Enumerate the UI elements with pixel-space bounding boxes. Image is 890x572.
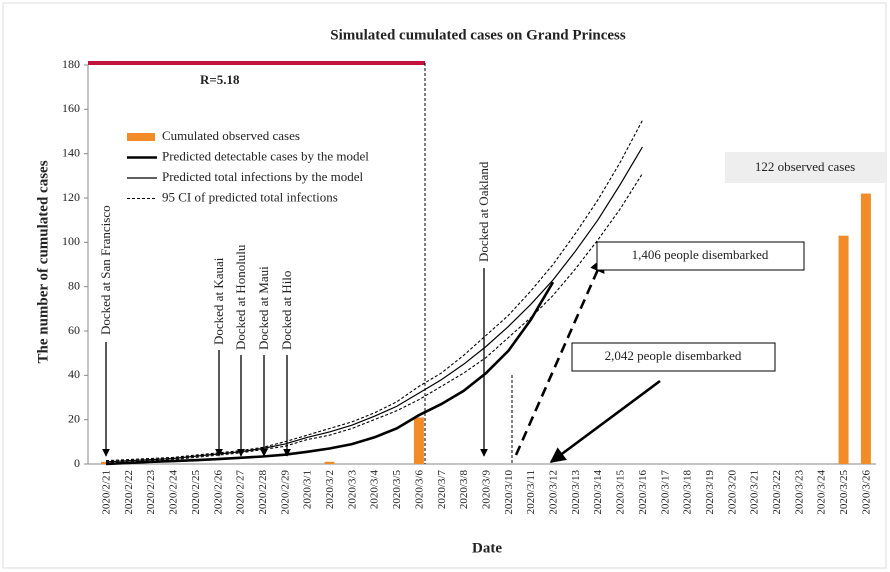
- x-tick-label: 2020/2/25: [190, 470, 202, 515]
- bar: [413, 417, 424, 464]
- x-tick-label: 2020/3/7: [436, 470, 448, 510]
- annotation: R=5.18: [200, 72, 240, 87]
- x-tick-label: 2020/3/19: [704, 470, 716, 515]
- x-tick-label: 2020/3/15: [615, 470, 627, 515]
- y-tick-label: 20: [68, 411, 80, 425]
- x-tick-label: 2020/3/2: [324, 470, 336, 509]
- annotation: Docked at Hilo: [279, 271, 294, 350]
- arrow: [549, 379, 661, 464]
- y-tick-label: 140: [62, 145, 80, 159]
- x-tick-label: 2020/2/28: [257, 470, 269, 515]
- x-tick-label: 2020/3/8: [458, 470, 470, 510]
- annotation: Docked at Maui: [256, 266, 271, 350]
- annotation: Docked at Oakland: [476, 161, 491, 262]
- line: [105, 146, 643, 463]
- legend-label: Predicted detectable cases by the model: [162, 148, 369, 163]
- x-tick-label: 2020/3/24: [816, 470, 828, 515]
- annotation: 2,042 people disembarked: [605, 348, 742, 363]
- legend-label: Cumulated observed cases: [162, 128, 300, 143]
- x-tick-label: 2020/3/21: [749, 470, 761, 515]
- x-tick-label: 2020/3/13: [570, 470, 582, 515]
- x-tick-label: 2020/3/17: [659, 470, 671, 515]
- y-axis-title: The number of cumulated cases: [35, 160, 51, 363]
- x-tick-label: 2020/3/5: [391, 470, 403, 510]
- y-tick-label: 120: [62, 190, 80, 204]
- x-tick-label: 2020/3/9: [480, 470, 492, 510]
- y-tick-label: 60: [68, 323, 80, 337]
- x-tick-label: 2020/3/4: [369, 470, 381, 510]
- x-tick-label: 2020/3/20: [726, 470, 738, 515]
- x-tick-label: 2020/3/23: [793, 470, 805, 515]
- x-tick-label: 2020/3/3: [346, 470, 358, 510]
- x-tick-label: 2020/3/25: [838, 470, 850, 515]
- annotation: Docked at San Francisco: [98, 205, 113, 335]
- annotation: 122 observed cases: [755, 159, 855, 174]
- chart-title: Simulated cumulated cases on Grand Princ…: [330, 27, 626, 43]
- y-tick-label: 100: [62, 234, 80, 248]
- annotation: 1,406 people disembarked: [632, 247, 769, 262]
- y-tick-label: 160: [62, 101, 80, 115]
- x-tick-label: 2020/3/18: [682, 470, 694, 515]
- ci-line: [105, 173, 643, 464]
- x-tick-label: 2020/3/10: [503, 470, 515, 515]
- y-tick-label: 0: [74, 456, 80, 470]
- bar: [838, 235, 849, 464]
- annotation: Docked at Honolulu: [233, 244, 248, 350]
- x-tick-label: 2020/3/6: [413, 470, 425, 510]
- x-tick-label: 2020/2/23: [145, 470, 157, 515]
- x-tick-label: 2020/3/26: [860, 470, 872, 515]
- x-tick-label: 2020/2/24: [168, 470, 180, 515]
- x-tick-label: 2020/2/27: [235, 470, 247, 515]
- annotation: Docked at Kauai: [211, 257, 226, 345]
- bar: [324, 461, 335, 464]
- y-tick-label: 80: [68, 278, 80, 292]
- x-tick-label: 2020/3/14: [592, 470, 604, 515]
- note-box: [596, 241, 805, 271]
- bar: [860, 193, 871, 465]
- x-tick-label: 2020/3/16: [637, 470, 649, 515]
- legend-label: 95 CI of predicted total infections: [162, 189, 338, 204]
- note-box: [725, 152, 885, 183]
- note-box: [571, 342, 776, 372]
- x-tick-label: 2020/3/22: [771, 470, 783, 515]
- y-tick-label: 40: [68, 367, 80, 381]
- x-tick-label: 2020/2/26: [212, 470, 224, 515]
- line: [105, 281, 555, 466]
- x-tick-label: 2020/2/21: [101, 470, 113, 515]
- x-tick-label: 2020/3/12: [548, 470, 560, 515]
- x-tick-label: 2020/3/1: [302, 470, 314, 509]
- x-tick-label: 2020/2/29: [279, 470, 291, 515]
- x-tick-label: 2020/2/22: [123, 470, 135, 515]
- y-tick-label: 180: [62, 57, 80, 71]
- x-tick-label: 2020/3/11: [525, 470, 537, 514]
- legend-label: Predicted total infections by the model: [162, 169, 363, 184]
- x-axis-title: Date: [472, 540, 502, 556]
- arrow: [514, 256, 605, 456]
- legend-swatch: [127, 133, 155, 141]
